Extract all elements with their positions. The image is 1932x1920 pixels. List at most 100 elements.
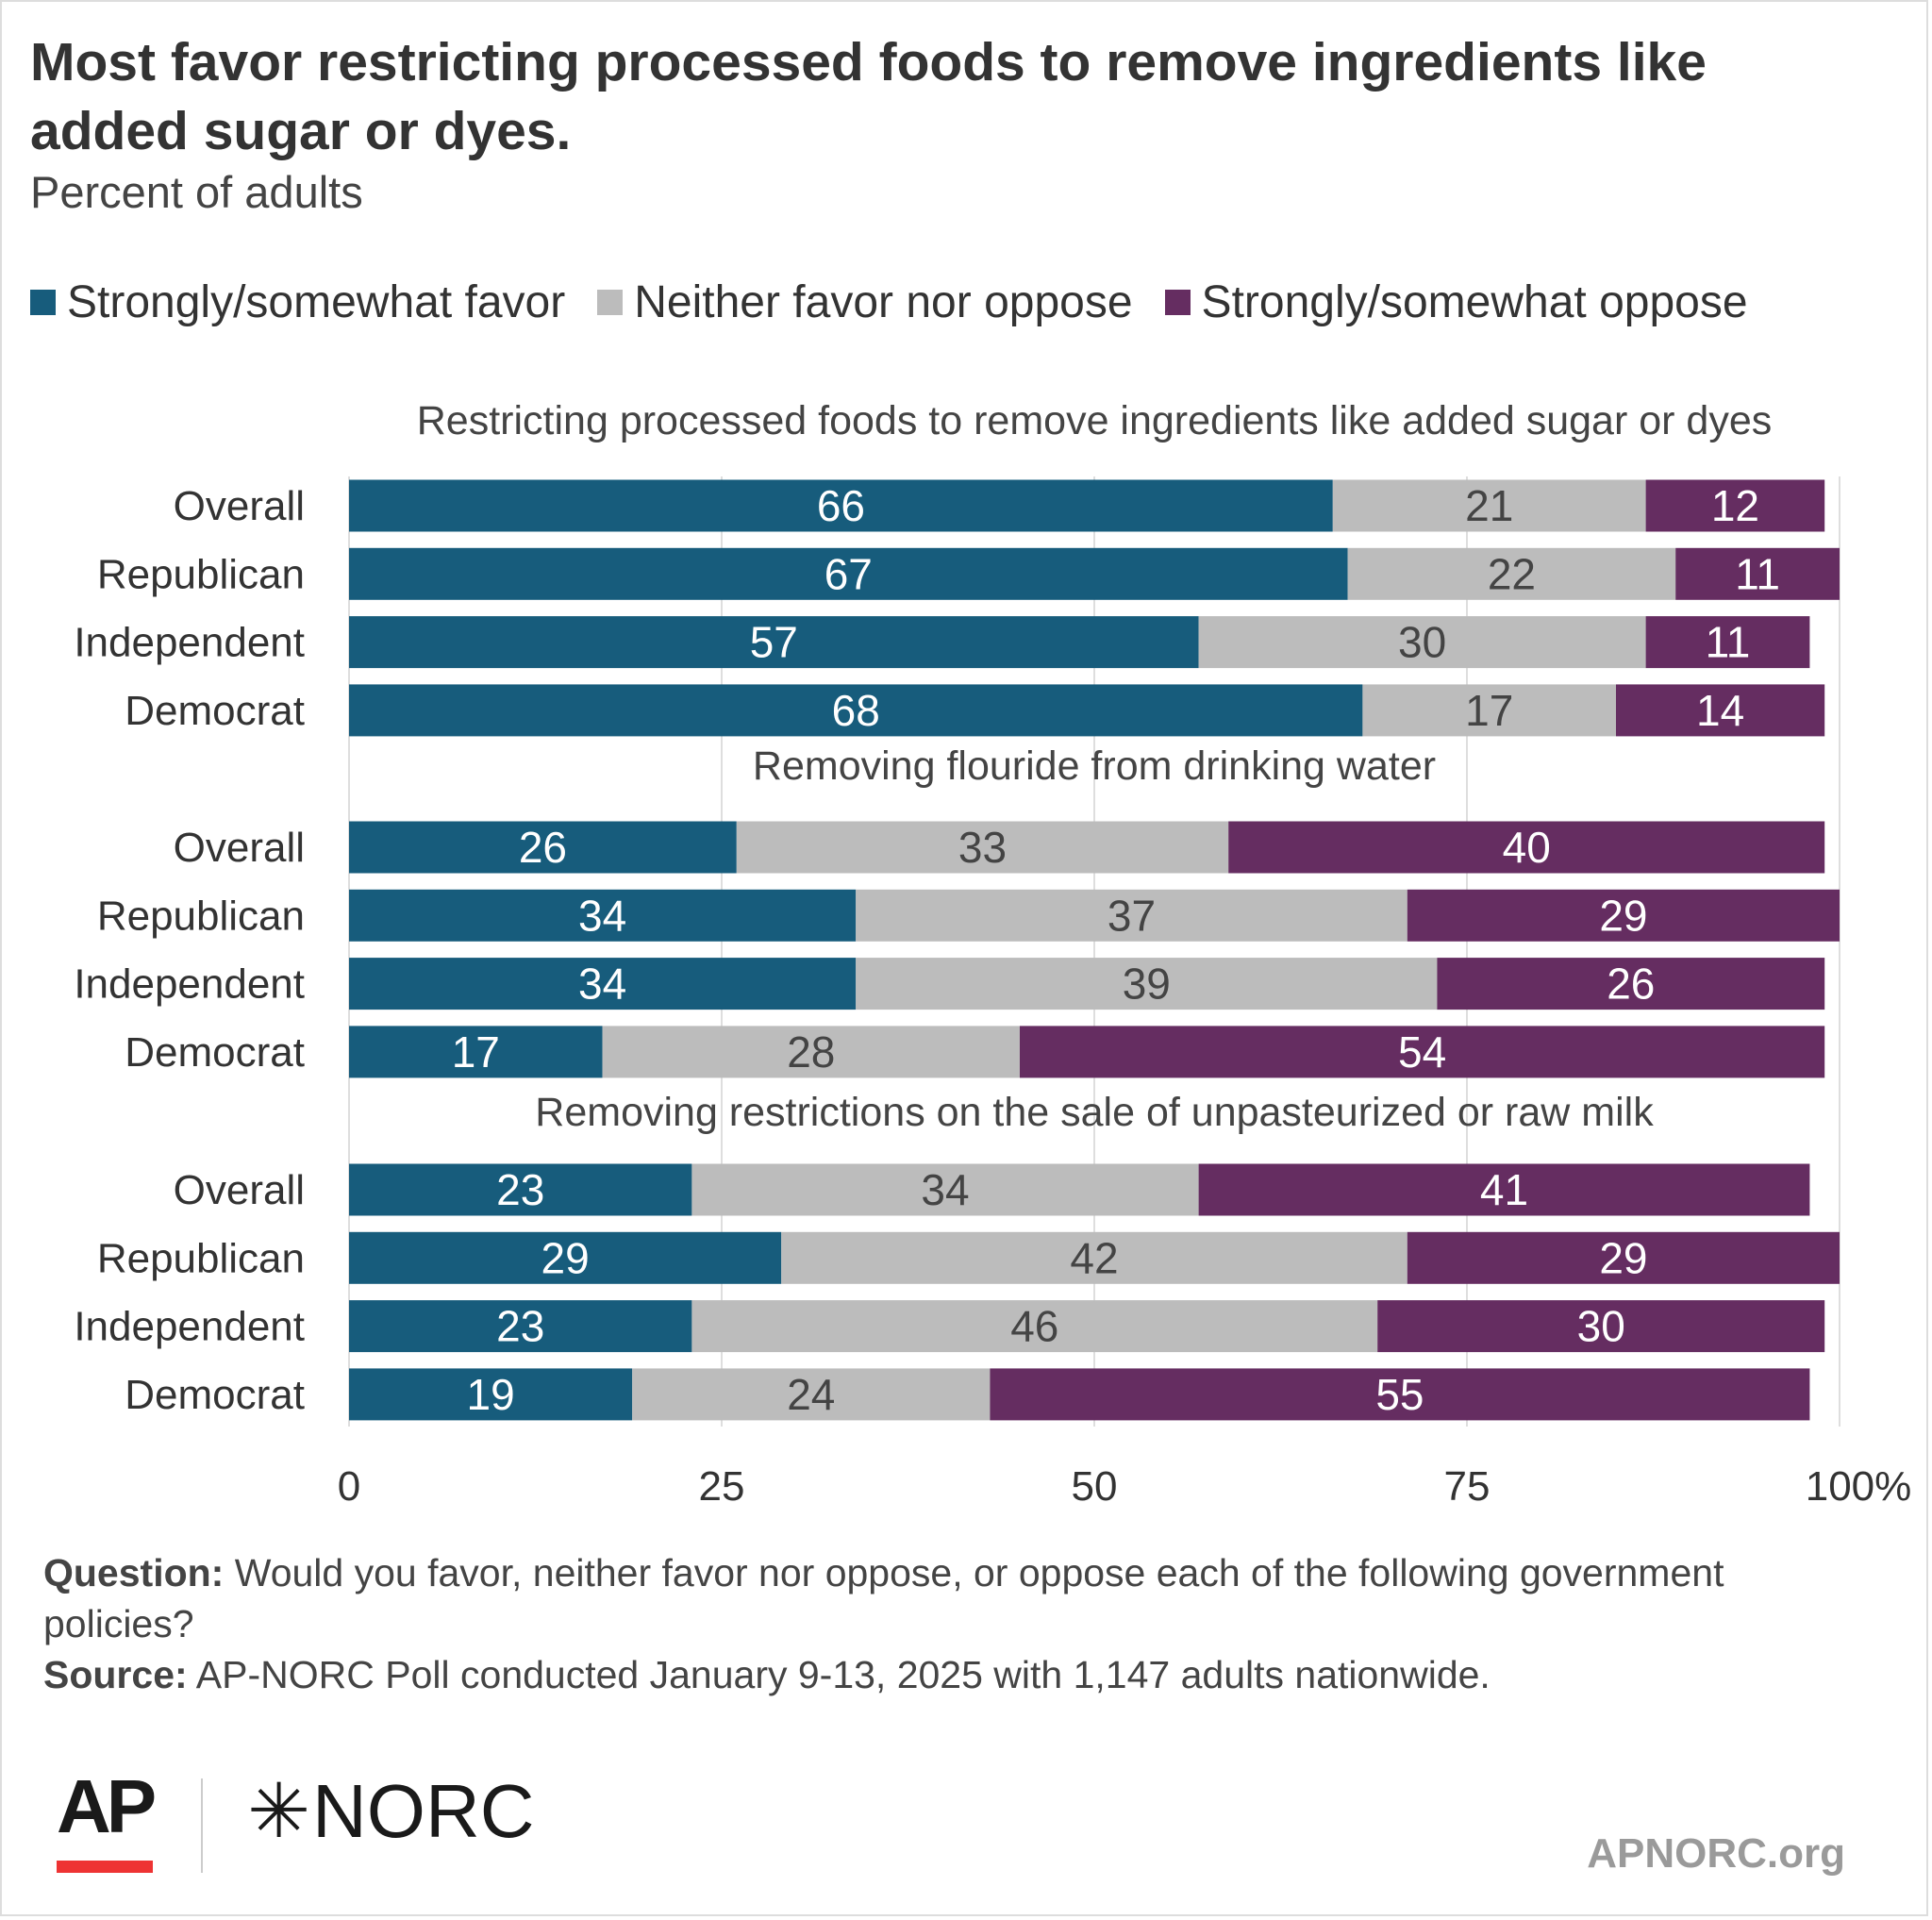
data-label-0-0-0: 66 (817, 481, 865, 530)
data-label-2-2-1: 46 (1010, 1302, 1058, 1351)
bar-segment-2-0-0 (349, 1163, 692, 1216)
bar-segment-1-1-2 (1407, 889, 1840, 942)
group-title-1: Removing flouride from drinking water (753, 743, 1436, 789)
bar-segment-0-0-0 (349, 479, 1333, 532)
chart-subtitle: Percent of adults (30, 167, 363, 217)
data-label-0-3-0: 68 (832, 686, 880, 735)
row-label-0-0: Overall (174, 483, 305, 529)
bar-segment-1-3-1 (602, 1026, 1020, 1078)
data-label-2-1-0: 29 (541, 1233, 590, 1282)
question-text: Would you favor, neither favor nor oppos… (43, 1551, 1724, 1645)
data-label-1-0-1: 33 (958, 823, 1007, 872)
bar-segment-0-3-1 (1362, 684, 1616, 737)
bar-segment-0-1-1 (1347, 547, 1676, 600)
bar-segment-1-1-0 (349, 889, 857, 942)
legend-label-0: Strongly/somewhat favor (67, 276, 566, 327)
bar-segment-2-2-0 (349, 1300, 692, 1353)
data-label-0-2-2: 11 (1706, 618, 1751, 667)
legend-item-2: Strongly/somewhat oppose (1164, 276, 1748, 328)
legend-swatch-0 (30, 289, 56, 315)
legend-label-1: Neither favor nor oppose (634, 276, 1133, 327)
norc-logo: ✳NORC (247, 1774, 535, 1849)
legend: Strongly/somewhat favor Neither favor nor… (30, 274, 1780, 330)
bar-segment-1-0-2 (1228, 821, 1825, 874)
legend-label-2: Strongly/somewhat oppose (1201, 276, 1748, 327)
bar-segment-2-3-0 (349, 1368, 633, 1421)
bar-segment-2-3-1 (632, 1368, 991, 1421)
bar-segment-2-2-1 (691, 1300, 1378, 1353)
bar-segment-1-0-0 (349, 821, 737, 874)
group-title-0: Restricting processed foods to remove in… (417, 398, 1773, 443)
row-label-0-3: Democrat (125, 688, 305, 734)
data-label-2-1-1: 42 (1070, 1233, 1118, 1282)
row-label-2-1: Republican (97, 1235, 305, 1281)
bar-segment-0-1-2 (1675, 547, 1840, 600)
row-label-0-1: Republican (97, 551, 305, 597)
source-label: Source: (43, 1653, 188, 1696)
legend-item-0: Strongly/somewhat favor (30, 276, 565, 328)
question-note: Question: Would you favor, neither favor… (43, 1547, 1836, 1649)
row-label-1-3: Democrat (125, 1029, 305, 1076)
bar-segment-2-0-2 (1198, 1163, 1810, 1216)
bar-segment-1-2-1 (856, 958, 1438, 1010)
bar-segment-1-0-1 (736, 821, 1229, 874)
bar-segment-0-2-1 (1198, 616, 1646, 669)
data-label-2-1-2: 29 (1599, 1233, 1647, 1282)
bar-segment-2-3-2 (990, 1368, 1810, 1421)
data-label-1-2-2: 26 (1607, 960, 1655, 1009)
bar-segment-1-2-0 (349, 958, 857, 1010)
data-label-2-2-0: 23 (496, 1302, 544, 1351)
x-tick-label-4: 100% (1806, 1463, 1912, 1510)
bar-segment-1-1-1 (856, 889, 1407, 942)
data-label-1-3-1: 28 (787, 1027, 835, 1077)
norc-star-icon: ✳ (247, 1769, 311, 1853)
data-label-1-1-1: 37 (1108, 891, 1156, 940)
data-label-1-2-0: 34 (578, 960, 626, 1009)
data-label-2-3-1: 24 (787, 1370, 835, 1419)
row-label-0-2: Independent (74, 620, 305, 666)
data-label-1-0-2: 40 (1503, 823, 1551, 872)
x-tick-label-1: 25 (699, 1463, 745, 1510)
data-label-0-0-1: 21 (1465, 481, 1513, 530)
bar-segment-1-3-2 (1020, 1026, 1825, 1078)
x-tick-label-3: 75 (1444, 1463, 1491, 1510)
row-label-2-0: Overall (174, 1167, 305, 1213)
site-link[interactable]: APNORC.org (1587, 1830, 1845, 1877)
data-label-0-1-0: 67 (824, 549, 873, 598)
bar-segment-1-2-2 (1437, 958, 1825, 1010)
data-label-2-3-0: 19 (467, 1370, 515, 1419)
legend-item-1: Neither favor nor oppose (597, 276, 1133, 328)
x-tick-label-0: 0 (338, 1463, 360, 1510)
bar-segment-2-1-2 (1407, 1231, 1840, 1284)
bar-segment-1-3-0 (349, 1026, 603, 1078)
bar-segment-0-3-0 (349, 684, 1363, 737)
data-label-0-2-0: 57 (750, 618, 798, 667)
group-title-2: Removing restrictions on the sale of unp… (535, 1090, 1654, 1135)
footnotes: Question: Would you favor, neither favor… (43, 1547, 1836, 1700)
data-label-2-2-2: 30 (1577, 1302, 1625, 1351)
row-label-1-0: Overall (174, 825, 305, 871)
data-label-0-0-2: 12 (1711, 481, 1759, 530)
data-label-1-1-0: 34 (578, 891, 626, 940)
row-label-2-2: Independent (74, 1304, 305, 1350)
data-label-0-1-2: 11 (1735, 549, 1780, 598)
data-label-1-0-0: 26 (519, 823, 567, 872)
data-label-0-3-1: 17 (1465, 686, 1513, 735)
norc-logo-text: NORC (312, 1769, 535, 1853)
bar-segment-0-3-2 (1616, 684, 1825, 737)
legend-swatch-2 (1164, 289, 1191, 315)
bar-segment-2-1-1 (781, 1231, 1407, 1284)
data-label-0-3-2: 14 (1696, 686, 1744, 735)
legend-swatch-1 (597, 289, 624, 315)
bar-segment-0-2-2 (1645, 616, 1810, 669)
stacked-bar-chart: Restricting processed foods to remove in… (74, 398, 1912, 1510)
data-label-1-3-2: 54 (1398, 1027, 1446, 1077)
bar-segment-0-0-2 (1645, 479, 1825, 532)
data-label-1-3-0: 17 (452, 1027, 500, 1077)
data-label-2-0-0: 23 (496, 1165, 544, 1214)
data-label-2-3-2: 55 (1375, 1370, 1424, 1419)
bar-segment-2-0-1 (691, 1163, 1199, 1216)
chart-title: Most favor restricting processed foods t… (30, 32, 1707, 161)
data-label-1-1-2: 29 (1599, 891, 1647, 940)
